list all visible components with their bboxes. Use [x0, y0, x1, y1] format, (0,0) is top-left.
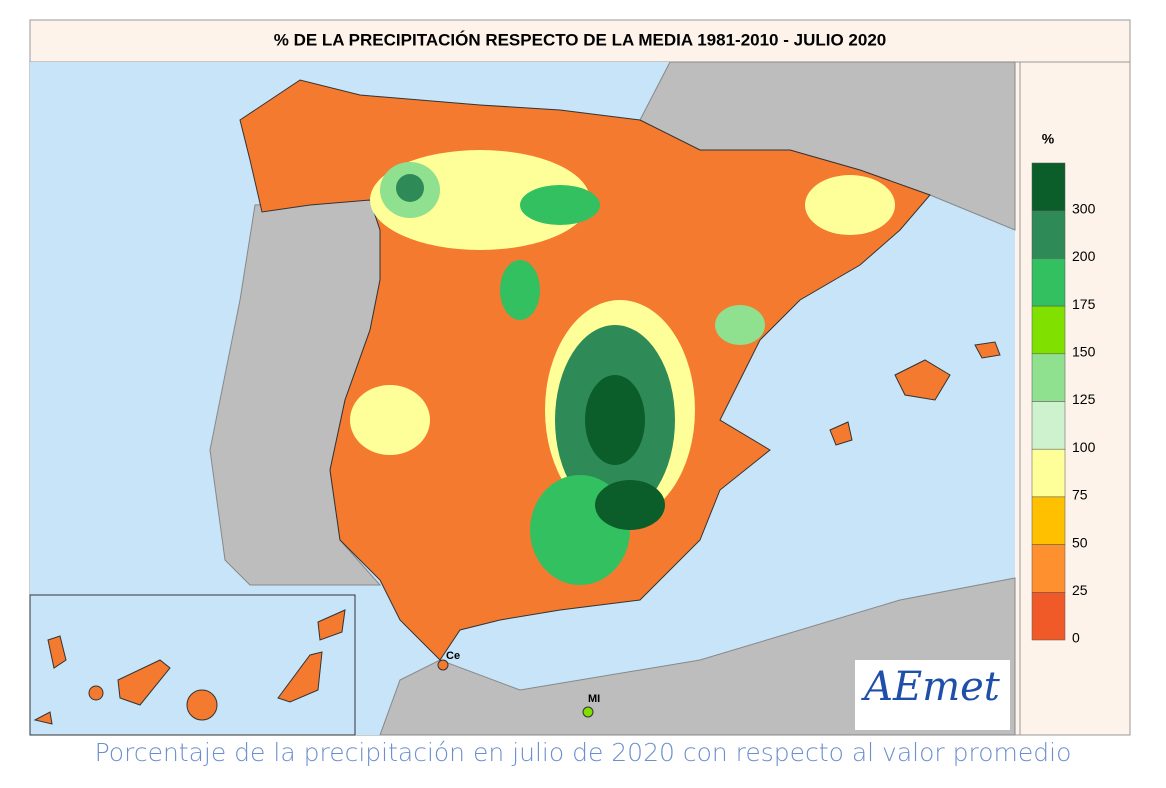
legend-swatch	[1031, 162, 1066, 211]
legend-swatch	[1031, 210, 1066, 259]
zone	[396, 174, 424, 202]
legend-unit: %	[1042, 131, 1055, 147]
legend-tick-label: 125	[1072, 391, 1096, 407]
ceuta	[437, 659, 449, 671]
map-figure: % DE LA PRECIPITACIÓN RESPECTO DE LA MED…	[29, 19, 1131, 736]
legend-swatch	[1031, 305, 1066, 355]
logo: AEmet	[860, 664, 1001, 710]
zone	[595, 480, 665, 530]
island	[33, 711, 53, 725]
island	[117, 659, 171, 706]
place-label: MI	[588, 693, 600, 705]
place-label: Ce	[446, 650, 460, 662]
legend-tick-label: 50	[1072, 534, 1088, 550]
legend-swatch	[1031, 592, 1066, 641]
legend: 300 200 175 150 125 100 75 50 25 0	[1031, 162, 1096, 646]
zone	[805, 175, 895, 235]
island	[186, 689, 218, 721]
zone	[500, 260, 540, 320]
menorca	[974, 341, 1001, 359]
legend-tick-label: 300	[1072, 200, 1096, 216]
ibiza	[829, 421, 853, 446]
zone	[520, 185, 600, 225]
island	[317, 609, 346, 641]
legend-swatch	[1031, 448, 1066, 498]
zone	[715, 305, 765, 345]
map-title: % DE LA PRECIPITACIÓN RESPECTO DE LA MED…	[274, 30, 886, 49]
mallorca	[894, 359, 951, 401]
legend-tick-label: 200	[1072, 248, 1096, 264]
legend-swatch	[1031, 353, 1066, 402]
legend-tick-label: 75	[1072, 487, 1088, 503]
map-area: Ce MI AEmet	[29, 61, 1016, 736]
legend-tick-label: 25	[1072, 582, 1088, 598]
legend-tick-label: 175	[1072, 296, 1096, 312]
legend-tick-label: 100	[1072, 439, 1096, 455]
title-bar	[29, 19, 1131, 63]
zone	[585, 375, 645, 465]
legend-swatch	[1031, 496, 1066, 545]
legend-swatch	[1031, 544, 1066, 593]
legend-swatch	[1031, 258, 1066, 307]
island	[88, 685, 104, 701]
legend-swatch	[1031, 401, 1066, 450]
logo-box	[855, 660, 1010, 730]
legend-tick-label: 150	[1072, 344, 1096, 360]
caption: Porcentaje de la precipitación en julio …	[94, 738, 1072, 767]
melilla	[582, 706, 594, 718]
legend-tick-label: 0	[1072, 630, 1080, 646]
zone	[350, 385, 430, 455]
island	[277, 651, 323, 703]
island	[47, 635, 67, 669]
